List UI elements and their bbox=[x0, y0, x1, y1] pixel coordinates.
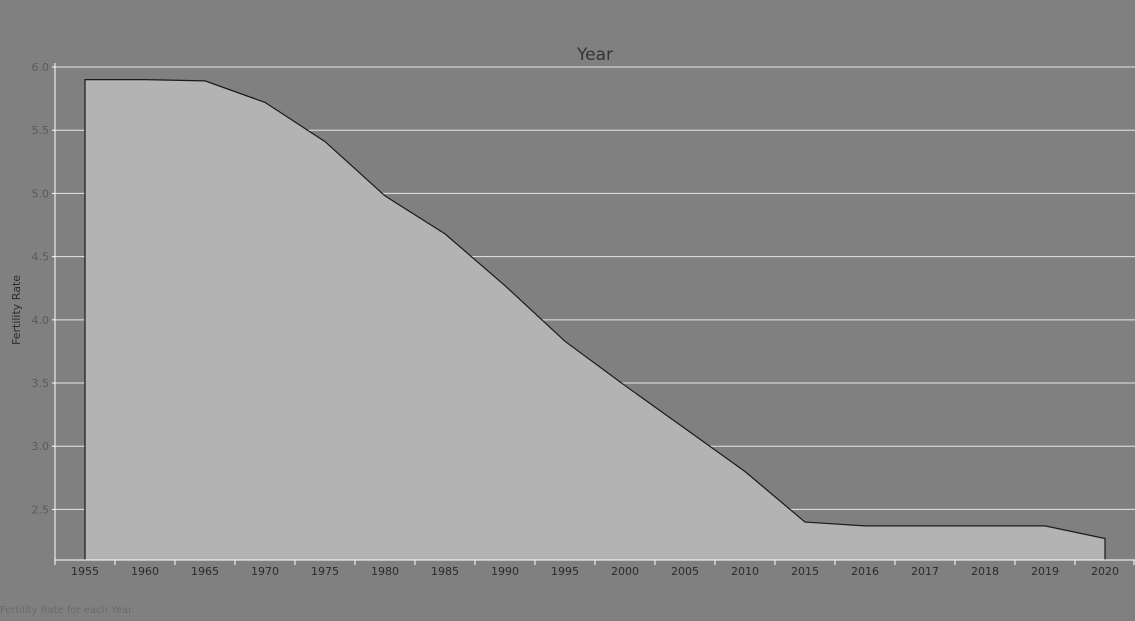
series-line[interactable] bbox=[84, 79, 1106, 560]
data-point-2015[interactable] bbox=[802, 519, 808, 525]
data-point-1960[interactable] bbox=[142, 77, 148, 83]
x-tick-label-1980: 1980 bbox=[371, 565, 399, 578]
y-tick-label-5.5: 5.5 bbox=[32, 124, 50, 137]
y-tick-label-3.0: 3.0 bbox=[32, 440, 50, 453]
x-tick-label-2018: 2018 bbox=[971, 565, 999, 578]
data-point-2019[interactable] bbox=[1042, 523, 1048, 529]
x-tick-label-2017: 2017 bbox=[911, 565, 939, 578]
data-point-1970[interactable] bbox=[262, 99, 268, 105]
x-tick-label-2000: 2000 bbox=[611, 565, 639, 578]
x-tick-label-2019: 2019 bbox=[1031, 565, 1059, 578]
y-tick-label-3.5: 3.5 bbox=[32, 377, 50, 390]
x-axis-ticks: 1955 1960 1965 1970 1975 1980 1985 1990 1995 2000… bbox=[54, 560, 1135, 578]
data-point-1975[interactable] bbox=[322, 139, 328, 145]
chart-caption: Fertility Rate for each Year. bbox=[0, 605, 135, 616]
data-point-1980[interactable] bbox=[382, 193, 388, 199]
x-tick-label-1955: 1955 bbox=[71, 565, 99, 578]
data-point-2010[interactable] bbox=[742, 469, 748, 475]
data-point-2005[interactable] bbox=[682, 426, 688, 432]
x-tick-label-1990: 1990 bbox=[491, 565, 519, 578]
x-tick-label-2010: 2010 bbox=[731, 565, 759, 578]
data-point-1995[interactable] bbox=[562, 338, 568, 344]
y-tick-label-5.0: 5.0 bbox=[32, 187, 50, 200]
chart-title: Year bbox=[576, 45, 613, 65]
data-point-1990[interactable] bbox=[502, 283, 508, 289]
x-tick-label-1975: 1975 bbox=[311, 565, 339, 578]
x-tick-label-2015: 2015 bbox=[791, 565, 819, 578]
y-axis-label: Fertility Rate bbox=[10, 275, 23, 345]
x-tick-label-1960: 1960 bbox=[131, 565, 159, 578]
x-tick-label-1985: 1985 bbox=[431, 565, 459, 578]
y-tick-label-4.0: 4.0 bbox=[32, 314, 50, 327]
x-tick-label-2005: 2005 bbox=[671, 565, 699, 578]
area-fill[interactable] bbox=[85, 79, 1105, 561]
x-tick-label-1965: 1965 bbox=[191, 565, 219, 578]
x-tick-label-1995: 1995 bbox=[551, 565, 579, 578]
data-point-1965[interactable] bbox=[202, 78, 208, 84]
y-tick-label-2.5: 2.5 bbox=[32, 503, 50, 516]
x-tick-label-2016: 2016 bbox=[851, 565, 879, 578]
y-axis-ticks: 2.5 3.0 3.5 4.0 4.5 5.0 5.5 6.0 bbox=[32, 61, 55, 516]
data-point-2000[interactable] bbox=[622, 383, 628, 389]
data-point-2016[interactable] bbox=[862, 523, 868, 529]
x-tick-label-1970: 1970 bbox=[251, 565, 279, 578]
data-point-1955[interactable] bbox=[82, 77, 88, 83]
x-tick-label-2020: 2020 bbox=[1091, 565, 1119, 578]
y-tick-label-4.5: 4.5 bbox=[32, 251, 50, 264]
data-point-2017[interactable] bbox=[922, 523, 928, 529]
data-point-2020[interactable] bbox=[1102, 536, 1108, 542]
data-point-1985[interactable] bbox=[442, 231, 448, 237]
area-series[interactable] bbox=[82, 77, 1108, 561]
y-tick-label-6.0: 6.0 bbox=[32, 61, 50, 74]
data-point-2018[interactable] bbox=[982, 523, 988, 529]
